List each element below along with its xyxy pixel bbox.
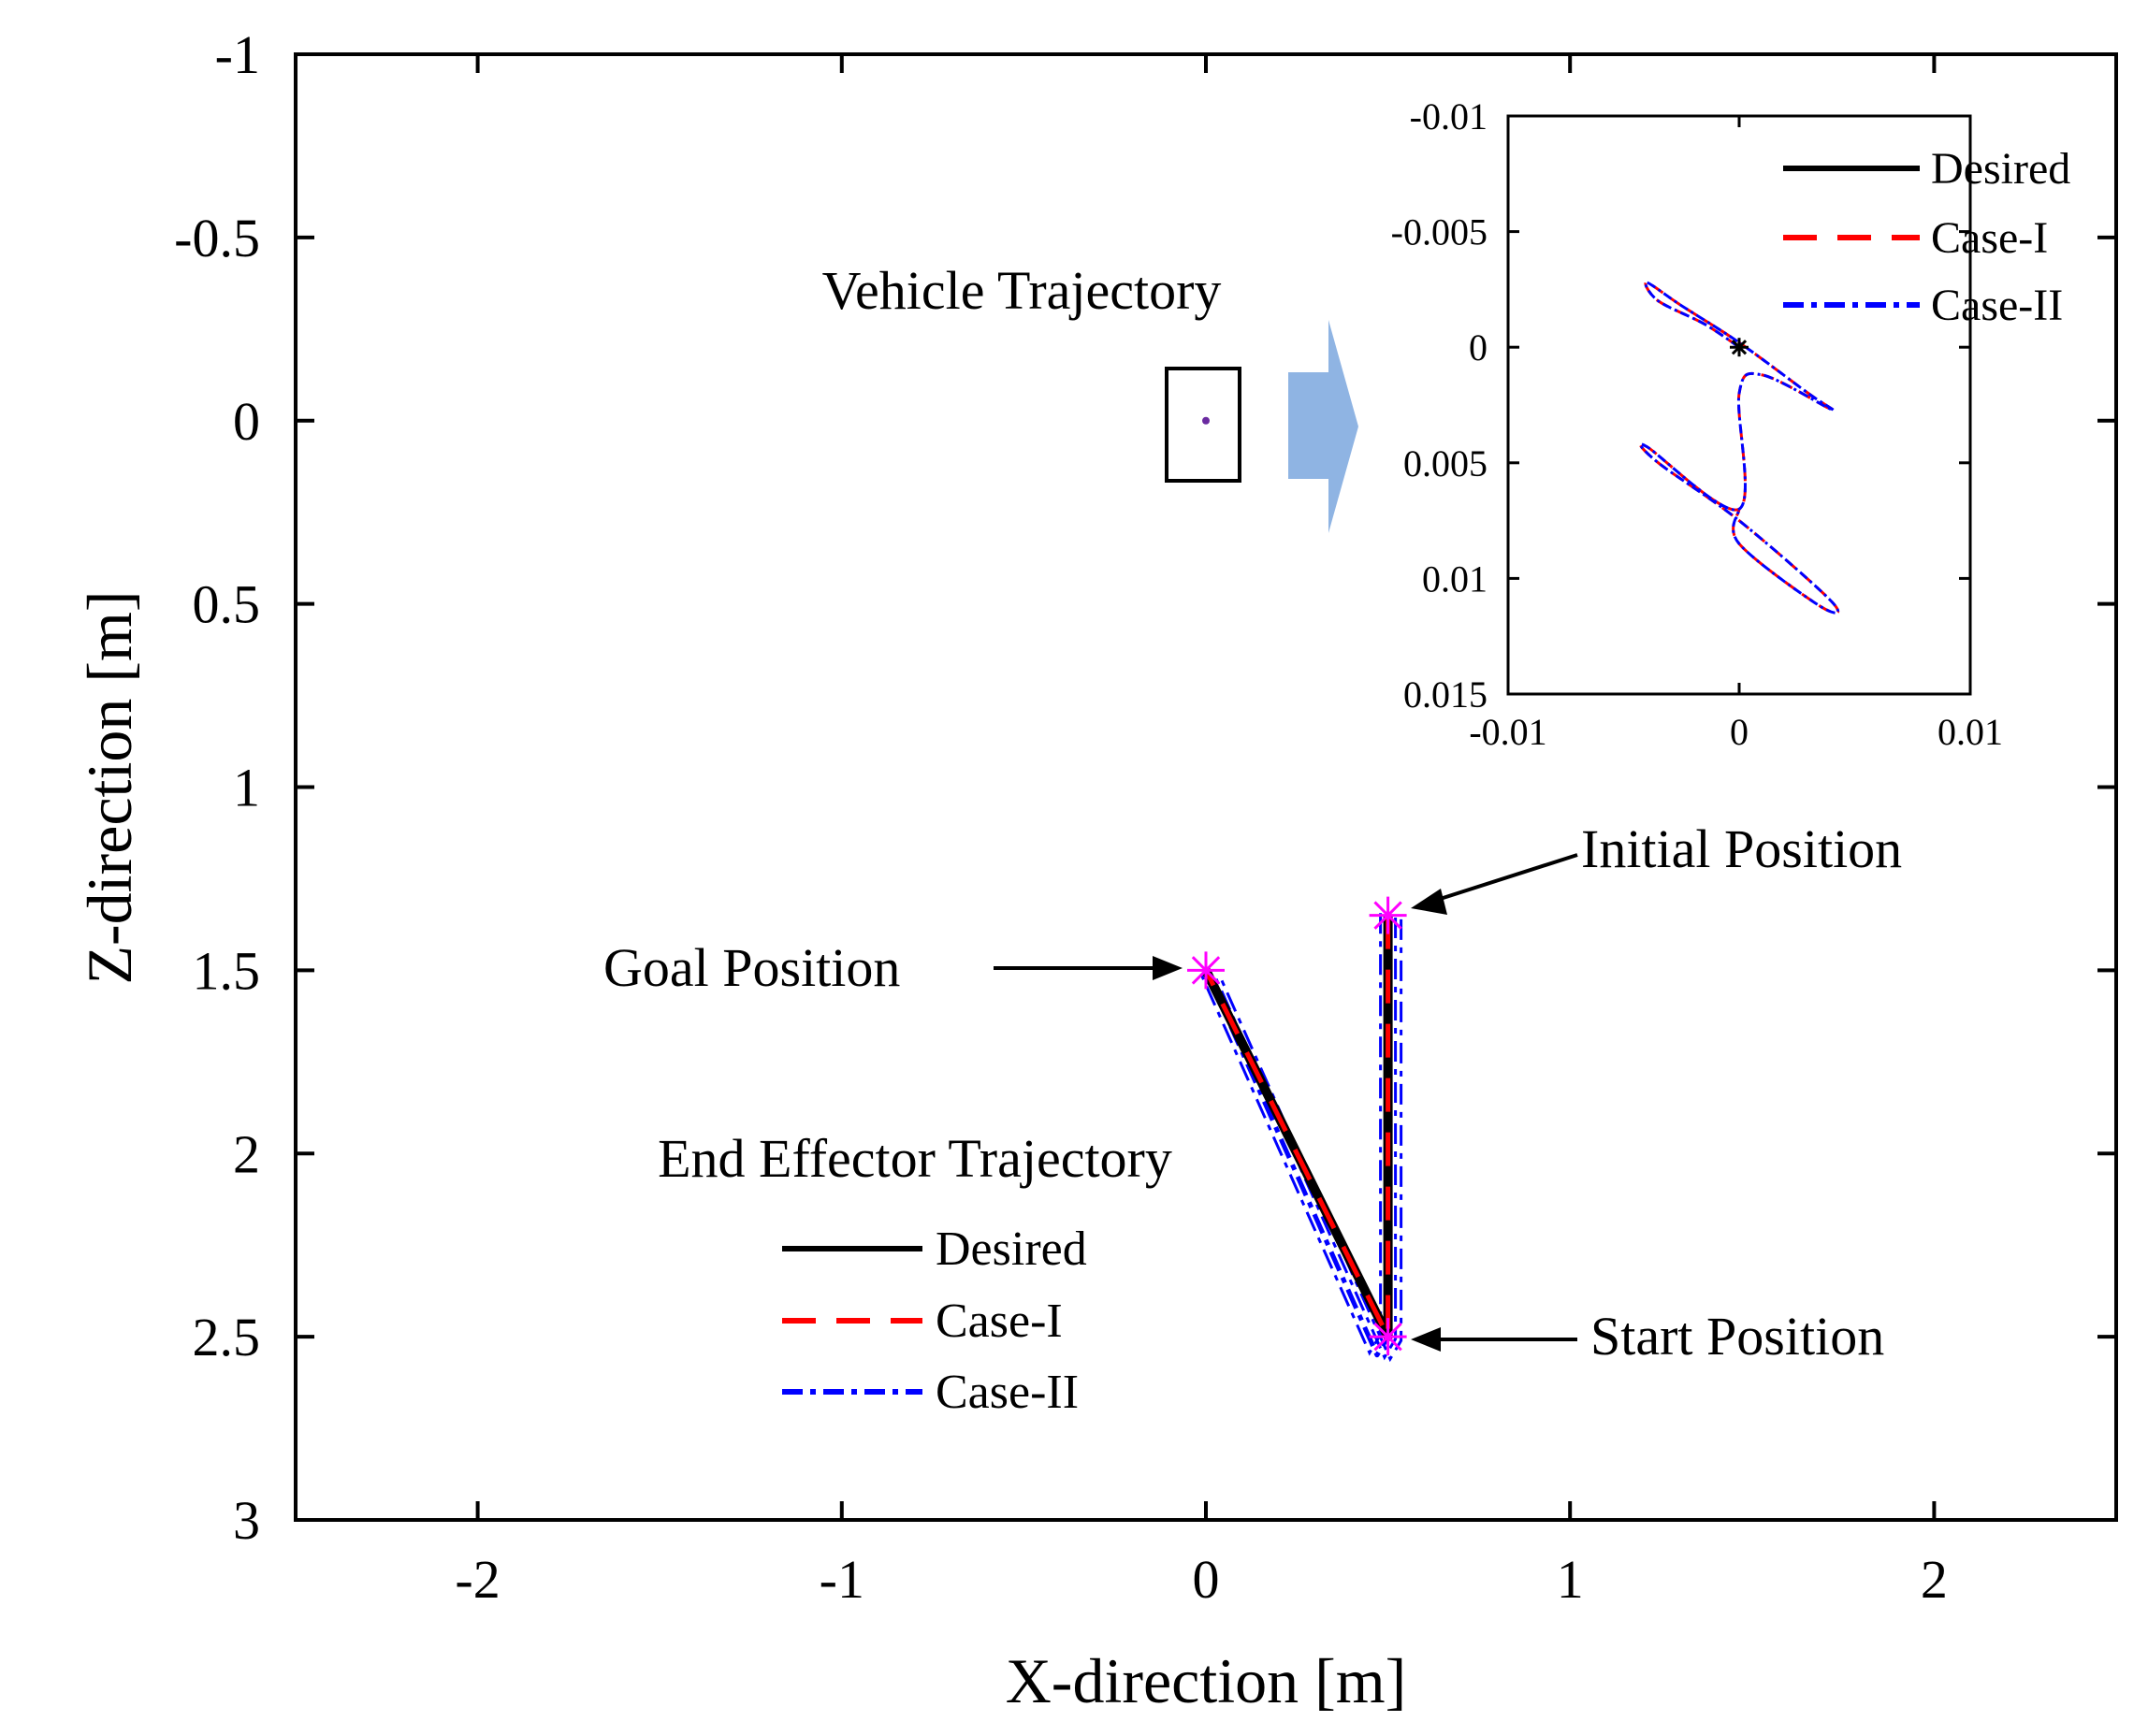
position-marker — [1369, 1318, 1407, 1356]
series-case-ii-trace — [1212, 918, 1398, 1361]
vehicle-trajectory-dot — [1202, 416, 1210, 425]
y-tick-label: 2.5 — [193, 1307, 261, 1367]
position-marker-stroke — [1191, 956, 1221, 985]
inset-start-star-stroke — [1731, 340, 1748, 355]
x-tick-label: 0 — [1193, 1549, 1220, 1610]
position-marker — [1187, 951, 1225, 990]
y-tick-label: 3 — [233, 1490, 260, 1551]
vehicle-trajectory-label: Vehicle Trajectory — [822, 260, 1222, 321]
inset-series — [1638, 281, 1840, 615]
x-tick-label: 2 — [1921, 1549, 1948, 1610]
position-marker-stroke — [1373, 1322, 1402, 1352]
series-case-i-line — [1203, 915, 1391, 1339]
x-tick-label: 1 — [1557, 1549, 1584, 1610]
y-axis-label: Z-direction [m] — [74, 590, 145, 984]
inset-series-case-ii-line — [1638, 281, 1840, 615]
main-legend-desired-label: Desired — [936, 1222, 1087, 1276]
y-tick-label: 2 — [233, 1123, 260, 1184]
x-tick-label: -2 — [455, 1549, 500, 1610]
inset-y-tick-label: 0.005 — [1403, 442, 1488, 485]
start-position-label: Start Position — [1590, 1306, 1884, 1367]
position-marker-stroke — [1373, 901, 1402, 930]
inset-y-tick-label: 0.01 — [1422, 557, 1488, 600]
inset-y-tick-label: 0 — [1469, 326, 1488, 369]
start-position-arrowhead-icon — [1411, 1327, 1441, 1352]
inset-start-star — [1730, 338, 1749, 357]
position-marker — [1369, 896, 1407, 934]
series-desired-line — [1201, 915, 1393, 1342]
y-tick-label: 0 — [233, 391, 260, 452]
inset-x-tick-label: 0.01 — [1938, 711, 2003, 753]
initial-position-label: Initial Position — [1581, 818, 1902, 879]
series-case-ii-trace — [1197, 913, 1383, 1356]
main-position-markers — [1187, 896, 1407, 1356]
y-tick-label: 1 — [233, 758, 260, 818]
inset-legend-case1-label: Case-I — [1931, 213, 2048, 263]
main-legend-case1-label: Case-I — [936, 1295, 1063, 1348]
x-tick-label: -1 — [820, 1549, 864, 1610]
goal-position-label: Goal Position — [603, 937, 900, 998]
inset-legend-desired-label: Desired — [1931, 144, 2070, 194]
inset-y-tick-label: 0.015 — [1403, 673, 1488, 716]
inset-legend-case2-label: Case-II — [1931, 281, 2063, 330]
y-tick-label: 0.5 — [193, 574, 261, 635]
main-legend: Desired Case-I Case-II — [782, 1222, 1087, 1419]
main-legend-case2-label: Case-II — [936, 1366, 1079, 1419]
y-tick-label: -0.5 — [174, 208, 260, 268]
vehicle-zoom-box — [1165, 367, 1241, 483]
y-tick-label: -1 — [215, 24, 260, 85]
initial-position-arrow — [1430, 853, 1578, 904]
inset-x-tick-label: 0 — [1730, 711, 1749, 753]
inset-chart: -0.01 0 0.01 -0.01 -0.005 0 0.005 0.01 0.015 Des… — [1391, 95, 2071, 753]
inset-x-tick-label: -0.01 — [1469, 711, 1546, 753]
inset-tick-labels: -0.01 0 0.01 -0.01 -0.005 0 0.005 0.01 0.015 — [1391, 95, 2003, 753]
inset-start-marker — [1730, 338, 1749, 357]
zoom-arrow-icon — [1288, 320, 1358, 533]
inset-y-tick-label: -0.005 — [1391, 211, 1488, 253]
main-series — [1197, 913, 1403, 1363]
inset-y-tick-label: -0.01 — [1410, 95, 1488, 137]
y-tick-label: 1.5 — [193, 940, 261, 1001]
main-tick-labels: -2 -1 0 1 2 -1 -0.5 0 0.5 1 1.5 2 2.5 3 — [174, 24, 1948, 1610]
series-case-ii-trace — [1217, 919, 1403, 1363]
main-ticks — [296, 52, 2116, 1522]
goal-position-arrowhead-icon — [1153, 956, 1183, 980]
inset-ticks — [1506, 114, 1972, 696]
inset-series-case-i-line — [1638, 281, 1840, 615]
x-axis-label: X-direction [m] — [1006, 1645, 1407, 1716]
initial-position-arrowhead-icon — [1411, 889, 1447, 915]
end-effector-trajectory-label: End Effector Trajectory — [658, 1128, 1172, 1189]
